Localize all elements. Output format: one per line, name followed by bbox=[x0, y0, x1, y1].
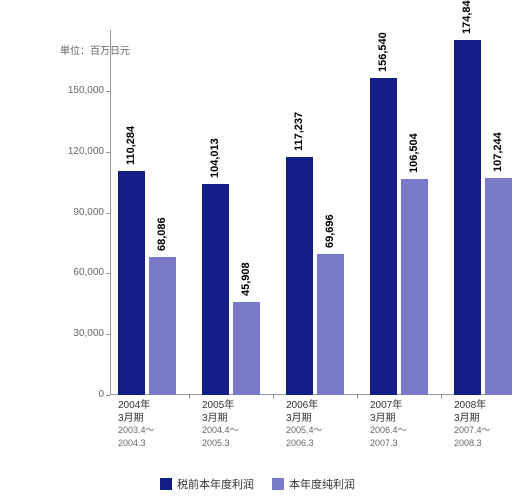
ytick-mark bbox=[106, 91, 110, 92]
profit-chart: 単位：百万日元 110,28468,086104,01345,908117,23… bbox=[0, 0, 526, 500]
bar-group: 104,013 45,908 bbox=[202, 30, 260, 395]
bar-group: 156,540 106,504 bbox=[370, 30, 428, 395]
legend-swatch bbox=[160, 478, 172, 490]
bar-group: 110,284 68,086 bbox=[118, 30, 176, 395]
bar-net bbox=[233, 302, 260, 395]
ytick-mark bbox=[106, 213, 110, 214]
value-label: 45,908 bbox=[240, 262, 252, 296]
legend: 税前本年度利润 本年度纯利润 bbox=[160, 476, 355, 492]
ytick-mark bbox=[106, 395, 110, 396]
bar-pretax bbox=[118, 171, 145, 395]
bar-pretax bbox=[454, 40, 481, 395]
value-label: 174,842 bbox=[461, 0, 473, 34]
ytick-mark bbox=[106, 334, 110, 335]
ytick-mark bbox=[106, 152, 110, 153]
value-label: 69,696 bbox=[324, 214, 336, 248]
value-label: 117,237 bbox=[293, 112, 305, 151]
plot-area: 110,28468,086104,01345,908117,23769,6961… bbox=[110, 30, 500, 395]
bar-pretax bbox=[286, 157, 313, 395]
xtick-mark bbox=[273, 395, 274, 399]
ytick-mark bbox=[106, 273, 110, 274]
ytick-label: 60,000 bbox=[54, 267, 104, 278]
legend-label: 本年度纯利润 bbox=[289, 476, 355, 492]
ytick-label: 90,000 bbox=[54, 207, 104, 218]
value-label: 104,013 bbox=[209, 138, 221, 178]
bar-net bbox=[401, 179, 428, 395]
value-label: 110,284 bbox=[125, 126, 137, 165]
legend-item: 税前本年度利润 bbox=[160, 476, 254, 492]
ytick-label: 150,000 bbox=[54, 85, 104, 96]
legend-swatch bbox=[272, 478, 284, 490]
value-label: 68,086 bbox=[156, 217, 168, 251]
legend-item: 本年度纯利润 bbox=[272, 476, 355, 492]
xtick-label: 2007年3月期2006.4～2007.3 bbox=[370, 400, 438, 450]
value-label: 156,540 bbox=[377, 32, 389, 72]
ytick-label: 120,000 bbox=[54, 146, 104, 157]
xtick-mark bbox=[189, 395, 190, 399]
xtick-mark bbox=[441, 395, 442, 399]
bar-pretax bbox=[202, 184, 229, 395]
xtick-label: 2008年3月期2007.4～2008.3 bbox=[454, 400, 522, 450]
bar-net bbox=[485, 178, 512, 395]
legend-label: 税前本年度利润 bbox=[177, 476, 254, 492]
bar-net bbox=[149, 257, 176, 395]
bar-group: 117,237 69,696 bbox=[286, 30, 344, 395]
bar-pretax bbox=[370, 78, 397, 395]
value-label: 106,504 bbox=[408, 133, 420, 173]
ytick-label: 30,000 bbox=[54, 328, 104, 339]
bar-group: 174,842107,244 bbox=[454, 30, 512, 395]
bar-net bbox=[317, 254, 344, 395]
xtick-label: 2004年3月期2003.4～2004.3 bbox=[118, 400, 186, 450]
bars-layer: 110,28468,086104,01345,908117,23769,6961… bbox=[110, 30, 500, 395]
value-label: 107,244 bbox=[492, 132, 504, 172]
xtick-label: 2005年3月期2004.4～2005.3 bbox=[202, 400, 270, 450]
xtick-label: 2006年3月期2005.4～2006.3 bbox=[286, 400, 354, 450]
ytick-label: 0 bbox=[54, 389, 104, 400]
xtick-mark bbox=[357, 395, 358, 399]
